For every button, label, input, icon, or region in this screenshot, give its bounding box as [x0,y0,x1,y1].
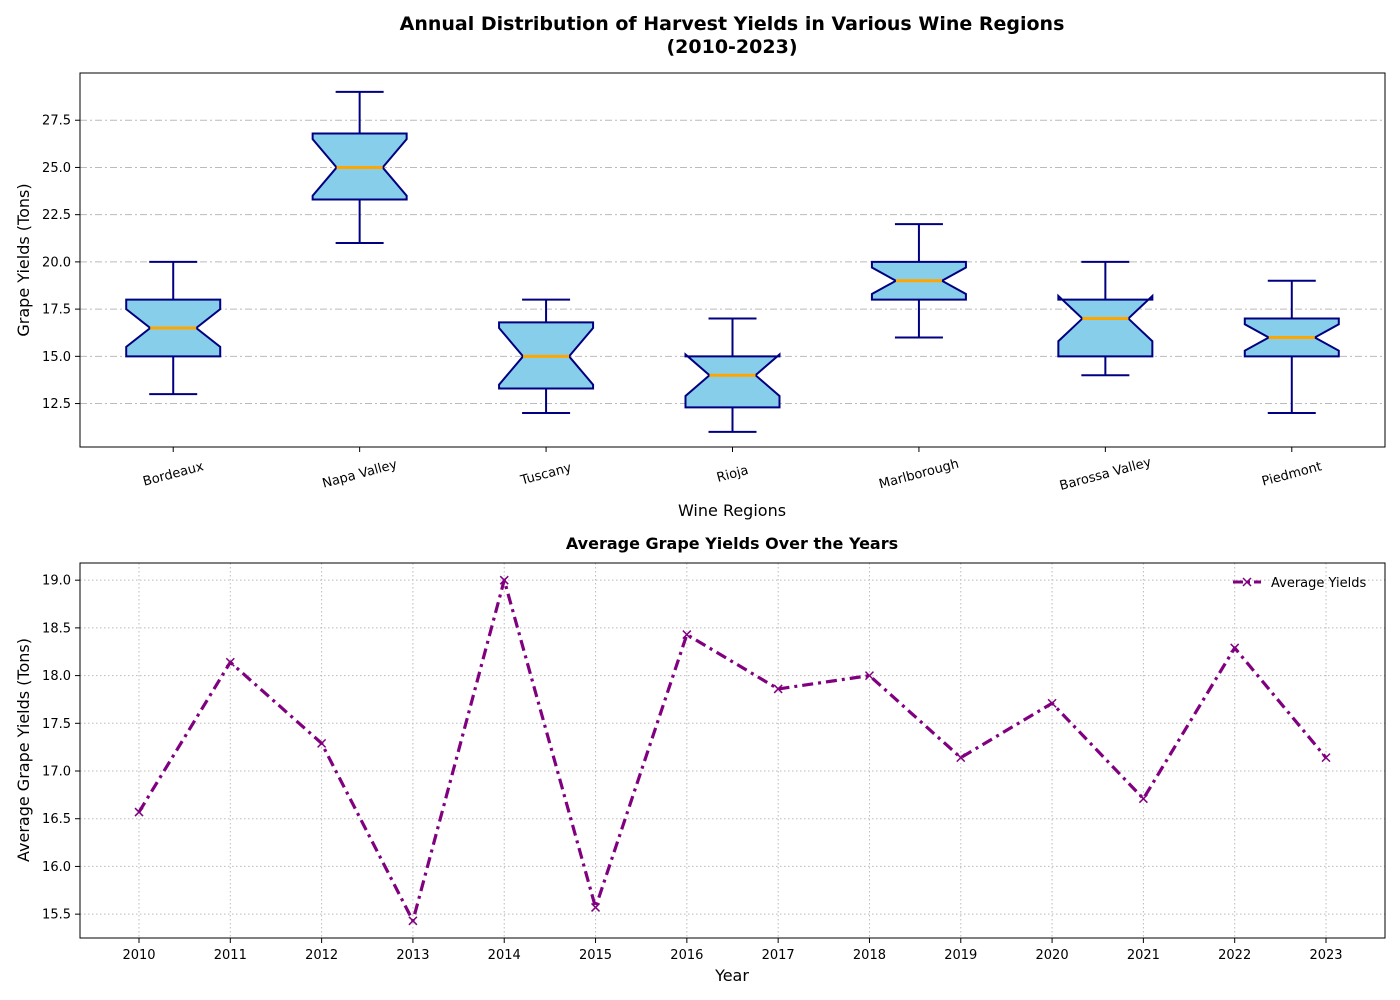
y-tick-label: 12.5 [42,397,71,412]
y-tick-label: 20.0 [42,255,71,270]
figure-title-line2: (2010-2023) [666,36,797,58]
box-tuscany [498,298,595,414]
boxplot-y-axis-label: Grape Yields (Tons) [14,183,33,336]
boxplot-marks [125,90,1340,433]
line-chart-title: Average Grape Yields Over the Years [566,534,898,553]
box-napa-valley [311,90,408,244]
line-x-axis-label: Year [714,966,749,985]
box-marlborough [870,223,967,339]
boxplot-panel: 12.515.017.520.022.525.027.5 Bordeaux Nap… [14,72,1386,520]
x-tick-label: 2017 [762,948,795,963]
line-marks [134,575,1331,926]
y-tick-label: 18.5 [42,621,71,636]
legend-marker-x-icon [1242,577,1252,587]
y-tick-label: 25.0 [42,161,71,176]
data-point-marker [134,807,144,817]
boxplot-x-axis-label: Wine Regions [678,501,786,520]
data-point-marker [317,738,327,748]
x-tick-label: 2022 [1218,948,1251,963]
box-piedmont [1243,279,1340,414]
x-tick-label: 2012 [305,948,338,963]
y-tick-label: 27.5 [42,114,71,129]
box-body [1057,293,1154,358]
y-tick-label: 22.5 [42,208,71,223]
series-line [137,578,1328,923]
data-point-marker [408,916,418,926]
y-tick-label: 16.5 [42,812,71,827]
y-tick-label: 17.5 [42,303,71,318]
data-point-marker [682,630,692,640]
x-tick-label: 2019 [944,948,977,963]
data-point-marker [956,753,966,763]
line-y-ticks: 15.5 16.0 16.5 17.0 17.5 18.0 18.5 19.0 [42,574,80,923]
y-tick-label: 19.0 [42,574,71,589]
line-y-axis-label: Average Grape Yields (Tons) [14,638,33,862]
x-tick-label: 2015 [579,948,612,963]
data-point-marker [1047,698,1057,708]
y-tick-label: 15.5 [42,908,71,923]
data-point-marker [1138,794,1148,804]
box-bordeaux [125,260,222,396]
line-x-ticks: 2010 2011 2012 2013 2014 2015 2016 2017 2018 2019… [122,938,1343,963]
data-point-marker [773,684,783,694]
boxplot-y-ticks: 12.5 15.0 17.5 20.0 22.5 25.0 27.5 [42,114,80,412]
box-barossa-valley [1057,260,1154,377]
y-tick-label: 18.0 [42,669,71,684]
x-tick-label: 2016 [670,948,703,963]
line-panel: Average Grape Yields Over the Years 15.5… [14,534,1386,985]
data-point-marker [499,575,509,585]
data-point-marker [864,671,874,681]
legend-label: Average Yields [1271,576,1366,591]
x-tick-label: 2018 [853,948,886,963]
data-point-marker [1230,643,1240,653]
data-point-marker [1321,753,1331,763]
x-tick-label: 2014 [488,948,521,963]
legend: Average Yields [1233,576,1366,591]
x-tick-label: 2011 [214,948,247,963]
x-tick-label: 2021 [1127,948,1160,963]
box-rioja [684,317,781,433]
data-point-marker [591,902,601,912]
line-axes-frame [79,562,1386,939]
x-tick-label: 2010 [122,948,155,963]
y-tick-label: 16.0 [42,860,71,875]
y-tick-label: 17.0 [42,765,71,780]
x-tick-label: 2023 [1309,948,1342,963]
y-tick-label: 17.5 [42,717,71,732]
y-tick-label: 15.0 [42,350,71,365]
data-point-marker [225,657,235,667]
figure-title-line1: Annual Distribution of Harvest Yields in… [400,13,1065,35]
x-tick-label: 2020 [1036,948,1069,963]
box-body [684,352,781,409]
x-tick-label: 2013 [396,948,429,963]
